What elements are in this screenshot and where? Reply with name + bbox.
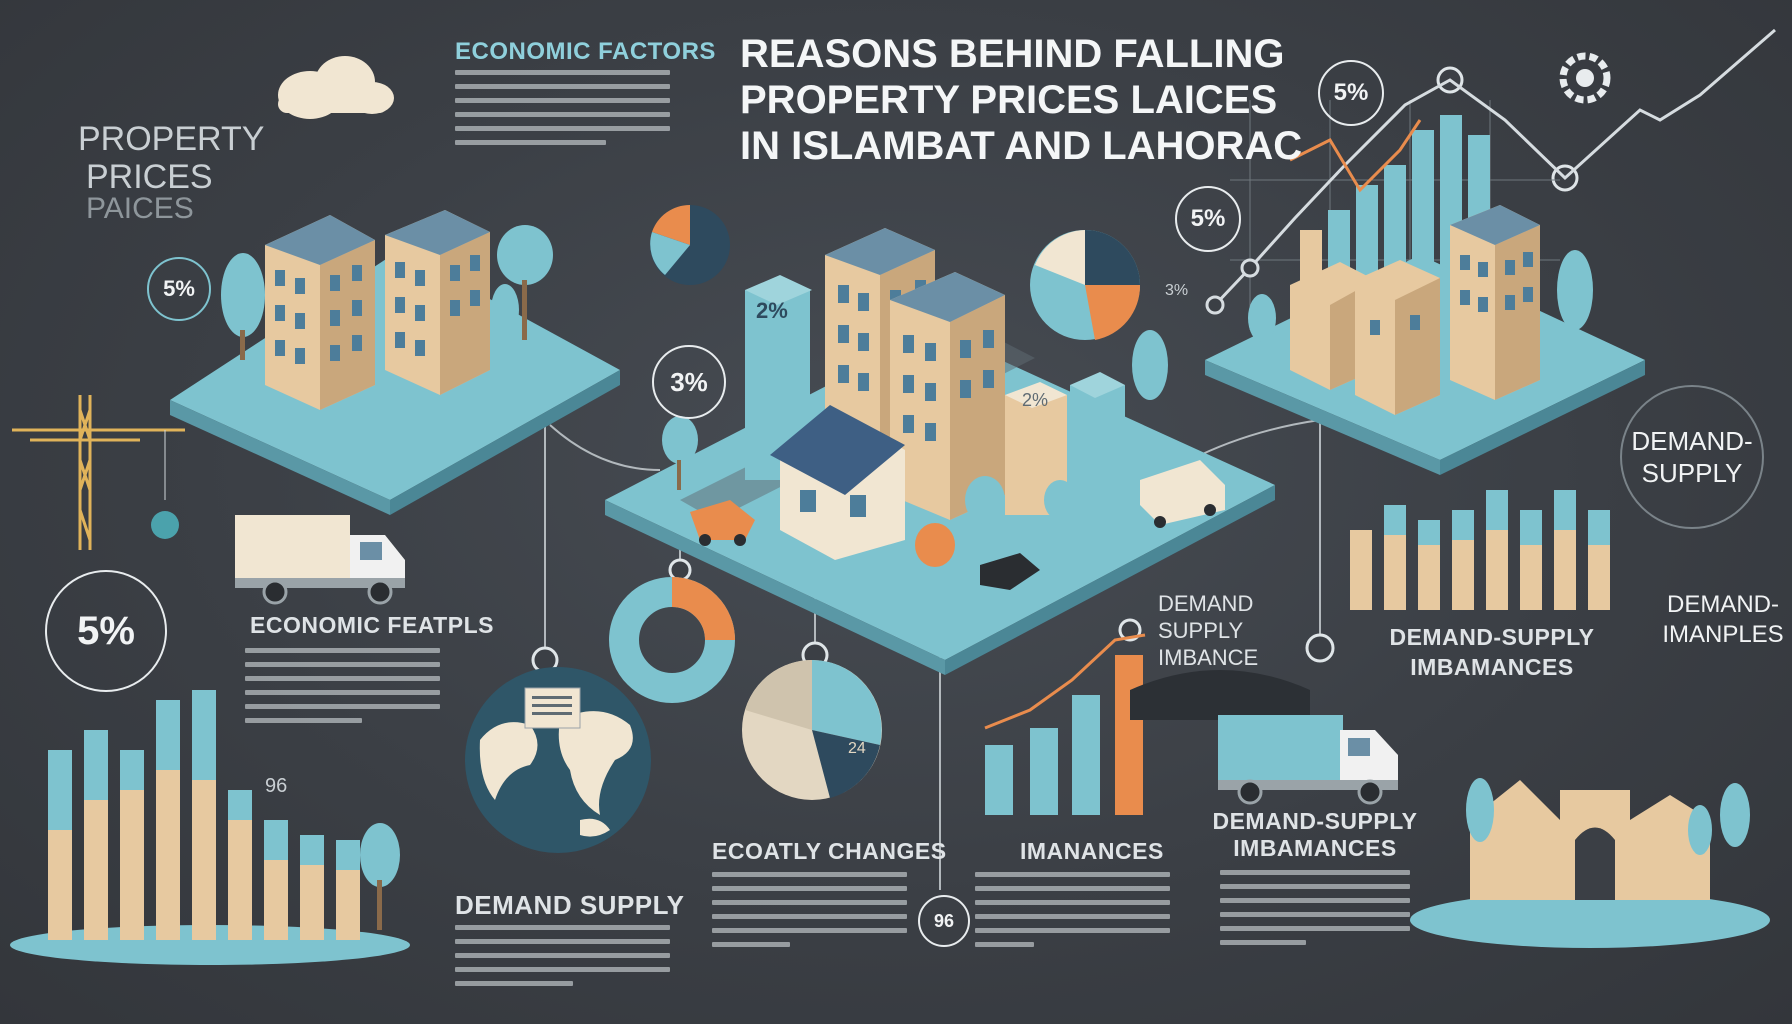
main-title-line-3: IN ISLAMBAT AND LAHORAC [740,124,1303,168]
heading-demand-supply-imbance: DEMAND SUPPLY IMBANCE [1158,591,1259,670]
gear-icon [1559,52,1611,104]
left-platform [170,210,620,515]
heading-demand-imanples: DEMAND-IMANPLES [1662,591,1784,648]
bar-label: 96 [265,775,288,797]
pie-chart-small [650,204,730,285]
heading-imanances: IMANANCES [1020,838,1164,864]
text-block-imanances [975,872,1170,956]
bar-chart-center [984,633,1146,815]
bar-chart-left [10,690,410,965]
globe-icon [465,667,651,853]
text-block-economic-featpls [245,648,440,732]
right-platform [1205,205,1645,475]
cloud-icon [278,56,394,119]
heading-economic-featpls: ECONOMIC FEATPLS [250,612,494,638]
heading-ecoatly-changes: ECOATLY CHANGES [712,838,947,864]
percent-badge-small: 96 [918,895,970,947]
side-title-line-3: PAICES [86,192,194,225]
tree-icon [221,225,553,360]
text-block-demand-supply-imbamances [1220,870,1410,954]
tower-label-left: 2% [756,298,788,323]
heading-demand-supply-imbamances-bottom: DEMAND-SUPPLY IMBAMANCES [1212,808,1418,861]
crane-icon [12,395,185,550]
percent-badge-large: 5% [45,570,167,692]
text-block-demand-supply-left [455,925,670,995]
pie-chart-large [1030,230,1141,340]
truck-icon [235,515,405,605]
car-icon [690,500,755,546]
main-title-line-1: REASONS BEHIND FALLING [740,32,1285,76]
center-platform [605,228,1275,675]
bar-chart-right [1350,490,1610,610]
heading-demand-supply-imbamances-right: DEMAND-SUPPLY IMBAMANCES [1389,624,1595,680]
heading-demand-supply-left: DEMAND SUPPLY [455,890,685,920]
side-title-line-2: PRICES [86,158,213,196]
demand-supply-circle: DEMAND-SUPPLY [1620,385,1764,529]
percent-badge: 5% [1318,60,1384,126]
percent-badge: 5% [1175,186,1241,252]
pie-side-label: 3% [1165,282,1189,299]
pie-label: 24 [848,740,866,757]
percent-badge: 3% [652,345,726,419]
pie-chart-bottom [742,660,882,800]
text-block-ecoatly-changes [712,872,907,956]
heading-economic-factors-top: ECONOMIC FACTORS [455,38,716,65]
main-title-line-2: PROPERTY PRICES LAICES [740,78,1278,122]
text-block-economic-factors [455,70,670,154]
donut-chart [609,577,735,703]
percent-badge: 5% [147,257,211,321]
side-title-line-1: PROPERTY [78,120,265,158]
tower-label-right: 2% [1022,390,1049,410]
